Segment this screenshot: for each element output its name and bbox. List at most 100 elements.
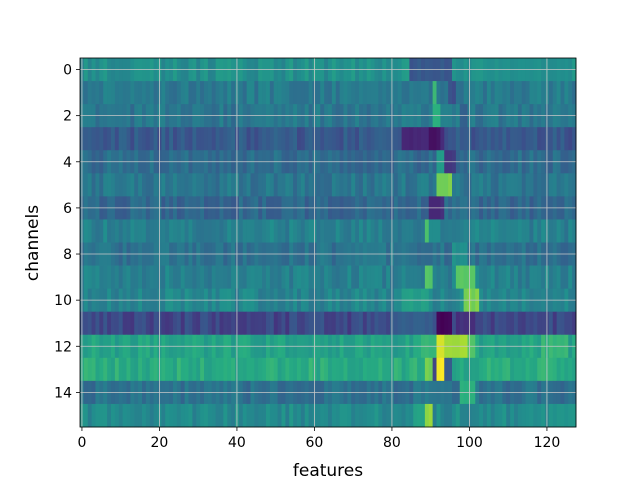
heatmap-cell (397, 357, 403, 382)
heatmap-cell (91, 357, 96, 382)
x-tick-label: 40 (228, 435, 246, 451)
heatmap-cell (277, 81, 282, 105)
heatmap-cell (378, 403, 383, 428)
heatmap-cell (277, 219, 282, 243)
heatmap-cell (409, 173, 414, 197)
heatmap-cell (359, 173, 364, 197)
heatmap-cell (428, 265, 434, 290)
heatmap-cell (514, 265, 519, 290)
heatmap-cell (502, 403, 507, 428)
heatmap-cell (421, 311, 426, 336)
heatmap-cell (455, 127, 461, 151)
heatmap-cell (432, 265, 437, 290)
heatmap-cell (111, 311, 116, 336)
heatmap-cell (266, 357, 271, 382)
heatmap-cell (238, 219, 244, 243)
heatmap-cell (393, 127, 399, 151)
heatmap-cell (521, 403, 527, 428)
heatmap-cell (475, 311, 480, 336)
heatmap-cell (483, 311, 488, 336)
heatmap-cell (161, 81, 166, 105)
heatmap-cell (293, 219, 298, 243)
heatmap-cell (258, 357, 263, 382)
heatmap-cell (196, 81, 201, 105)
heatmap-cell (184, 403, 189, 428)
y-axis-label: channels (23, 205, 43, 281)
y-tick-label: 6 (63, 201, 72, 217)
heatmap-cells (80, 58, 577, 428)
heatmap-cell (149, 311, 155, 336)
heatmap-cell (498, 219, 503, 243)
heatmap-cell (455, 173, 461, 197)
heatmap-cell (335, 357, 341, 382)
heatmap-cell (238, 173, 244, 197)
heatmap-cell (537, 81, 542, 105)
heatmap-cell (510, 219, 515, 243)
heatmap-cell (180, 219, 186, 243)
heatmap-cell (269, 81, 275, 105)
heatmap-cell (118, 81, 124, 105)
heatmap-cell (351, 403, 356, 428)
heatmap-cell (448, 265, 453, 290)
heatmap-cell (111, 127, 116, 151)
heatmap-cell (277, 403, 282, 428)
heatmap-cell (556, 81, 561, 105)
heatmap-cell (215, 265, 220, 290)
heatmap-cell (517, 265, 523, 290)
heatmap-cell (366, 127, 372, 151)
heatmap-cell (289, 127, 294, 151)
heatmap-cell (506, 403, 511, 428)
heatmap-cell (266, 173, 271, 197)
heatmap-cell (339, 357, 344, 382)
heatmap-cell (343, 311, 348, 336)
heatmap-cell (413, 127, 418, 151)
heatmap-cell (529, 403, 534, 428)
heatmap-cell (277, 265, 282, 290)
heatmap-cell (521, 357, 527, 382)
heatmap-cell (254, 265, 259, 290)
heatmap-cell (300, 265, 306, 290)
heatmap-cell (83, 173, 89, 197)
heatmap-cell (409, 357, 414, 382)
heatmap-cell (204, 81, 209, 105)
heatmap-cell (413, 81, 418, 105)
heatmap-cell (118, 357, 124, 382)
heatmap-cell (479, 265, 484, 290)
heatmap-cell (366, 81, 372, 105)
heatmap-cell (83, 357, 89, 382)
heatmap-cell (560, 311, 565, 336)
heatmap-cell (304, 81, 310, 105)
heatmap-cell (343, 265, 348, 290)
heatmap-cell (409, 311, 414, 336)
heatmap-cell (180, 265, 186, 290)
heatmap-cell (517, 311, 523, 336)
heatmap-cell (153, 311, 158, 336)
heatmap-cell (285, 127, 290, 151)
heatmap-cell (328, 265, 333, 290)
heatmap-cell (568, 81, 573, 105)
heatmap-cell (339, 311, 344, 336)
heatmap-cell (343, 127, 348, 151)
heatmap-cell (335, 81, 341, 105)
heatmap-cell (87, 127, 93, 151)
heatmap-cell (111, 219, 116, 243)
heatmap-cell (537, 311, 542, 336)
heatmap-cell (529, 173, 534, 197)
heatmap-cell (122, 127, 127, 151)
heatmap-cell (266, 403, 271, 428)
heatmap-cell (99, 403, 104, 428)
heatmap-cell (269, 127, 275, 151)
heatmap-cell (207, 311, 213, 336)
heatmap-cell (556, 173, 561, 197)
heatmap-cell (502, 127, 507, 151)
heatmap-cell (122, 403, 127, 428)
heatmap-cell (103, 81, 108, 105)
heatmap-cell (324, 81, 329, 105)
heatmap-cell (215, 219, 220, 243)
heatmap-cell (382, 403, 387, 428)
heatmap-cell (219, 81, 224, 105)
heatmap-cell (161, 357, 166, 382)
heatmap-cell (200, 127, 205, 151)
heatmap-cell (192, 173, 197, 197)
heatmap-cell (254, 403, 259, 428)
